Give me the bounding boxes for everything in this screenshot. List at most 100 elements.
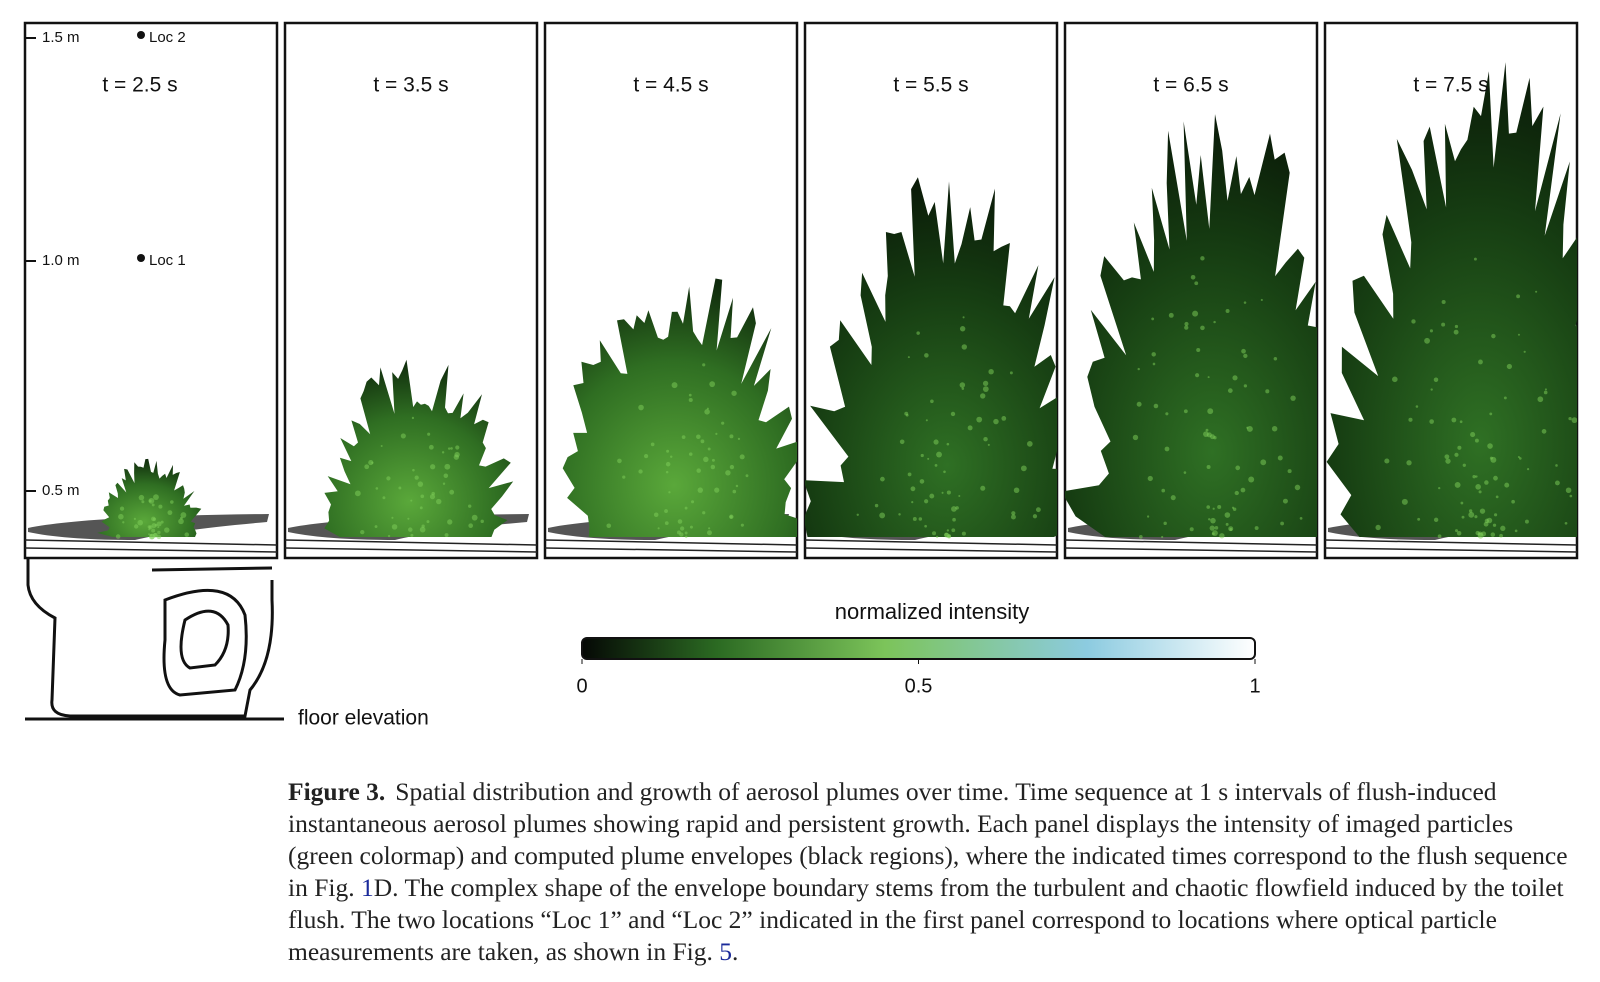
particle-speck [1451,417,1457,423]
particle-speck [1517,333,1520,336]
particle-speck [157,530,161,535]
particle-speck [1214,526,1219,530]
particle-speck [1212,530,1218,536]
particle-speck [1183,409,1188,414]
particle-speck [714,487,720,493]
particle-speck [1152,362,1156,366]
figure-ref[interactable]: 1 [360,873,374,902]
particle-speck [374,525,378,528]
particle-speck [1408,417,1413,422]
particle-speck [411,416,415,420]
particle-speck [606,523,612,529]
particle-speck [444,463,451,470]
particle-speck [982,386,989,392]
particle-speck [115,534,121,539]
particle-speck [1207,376,1210,379]
particle-speck [1499,533,1503,538]
particle-speck [148,499,152,503]
particle-speck [1001,416,1007,421]
particle-speck [1571,417,1577,424]
particle-speck [946,490,951,495]
particle-speck [170,500,174,504]
particle-speck [454,451,460,458]
particle-speck [650,442,655,447]
particle-speck [1565,487,1572,494]
particle-speck [907,356,910,359]
particle-speck [925,419,928,422]
particle-speck [1200,325,1205,331]
particle-speck [1190,274,1196,280]
particle-speck [1564,521,1568,525]
particle-speck [1483,521,1489,527]
particle-speck [1248,476,1255,483]
particle-speck [982,380,989,387]
particle-speck [1417,517,1421,521]
particle-speck [1277,455,1283,461]
particle-speck [1225,522,1229,526]
particle-speck [932,531,937,536]
particle-speck [382,496,386,500]
particle-speck [622,475,626,479]
particle-speck [680,526,685,531]
particle-speck [739,454,745,460]
particle-speck [1454,324,1459,329]
particle-speck [1475,484,1481,490]
particle-speck [643,453,649,459]
particle-speck [447,519,453,525]
panel-frame [23,21,279,560]
particle-speck [1234,490,1239,496]
particle-speck [706,407,709,410]
particle-speck [1271,425,1278,432]
particle-speck [1243,353,1248,359]
figure-ref[interactable]: 5 [719,937,733,966]
particle-speck [684,531,688,535]
particle-speck [1208,518,1211,521]
particle-speck [1535,290,1538,293]
particle-speck [740,523,744,527]
particle-speck [681,435,686,439]
particle-speck [1243,384,1248,388]
particle-speck [1541,429,1547,434]
particle-speck [1455,529,1458,533]
particle-speck [703,456,709,463]
particle-speck [745,474,749,478]
particle-speck [164,527,170,533]
particle-speck [1290,395,1296,401]
particle-speck [725,470,731,476]
particle-speck [420,494,425,499]
particle-speck [1492,523,1497,527]
particle-speck [677,519,683,524]
particle-speck [959,382,966,388]
particle-speck [1401,498,1408,505]
particle-speck [1493,513,1498,517]
floor-label: floor elevation [298,707,429,730]
particle-speck [1213,436,1217,440]
location-dot [137,31,145,39]
particle-speck [1524,519,1529,524]
particle-speck [980,485,986,491]
aerosol-plume [562,278,797,537]
particle-speck [1132,434,1139,441]
particle-speck [1475,475,1478,478]
colorbar [581,637,1256,660]
particle-speck [1568,416,1572,421]
particle-speck [1429,329,1433,333]
particle-speck [1537,396,1544,403]
particle-speck [688,397,693,403]
particle-speck [688,452,693,456]
particle-speck [1456,530,1462,536]
particle-speck [156,521,162,527]
particle-speck [690,500,695,504]
toilet-seat [1324,539,1578,553]
time-label: t = 2.5 s [102,74,177,97]
particle-speck [709,381,716,388]
colorbar-title: normalized intensity [835,599,1029,624]
particle-speck [375,487,379,490]
aerosol-plume [1065,114,1317,537]
height-label: 1.0 m [42,252,80,269]
particle-speck [1219,533,1225,539]
particle-speck [421,524,425,528]
particle-speck [148,525,153,530]
particle-speck [148,533,151,536]
